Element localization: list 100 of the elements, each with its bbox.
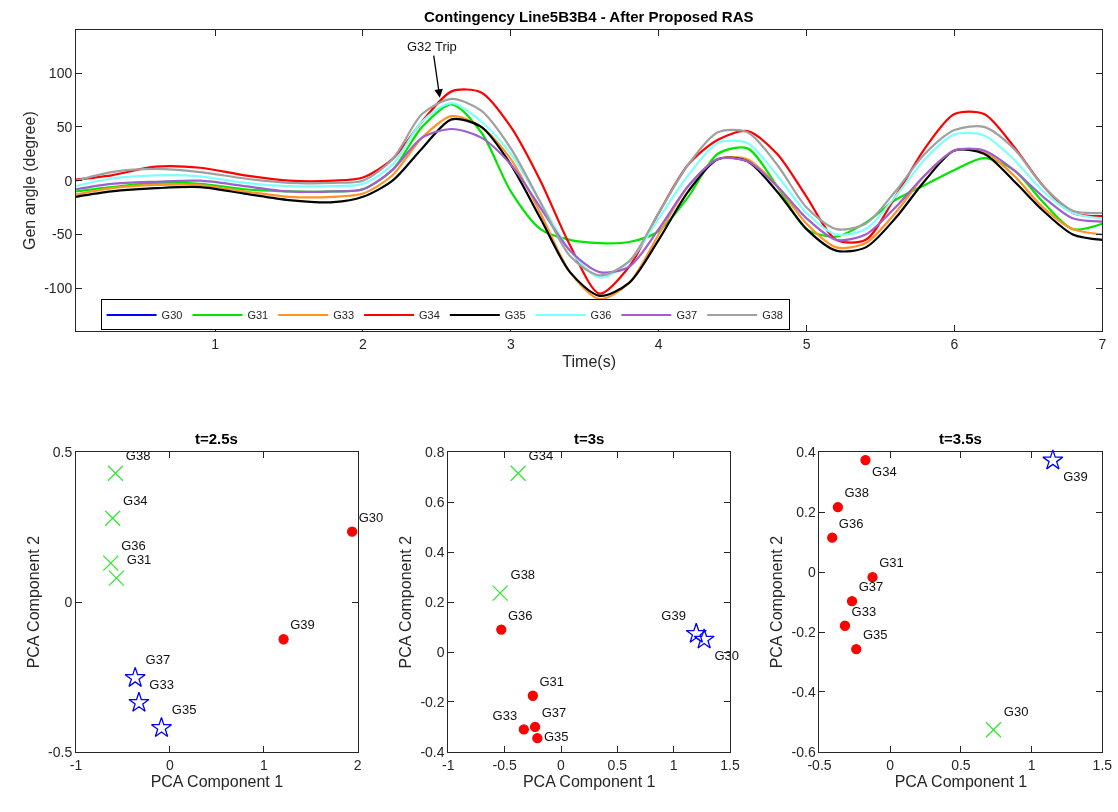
x-tick-label: 5: [802, 336, 811, 353]
point: [985, 721, 1002, 738]
point: [510, 465, 527, 482]
x-tick-label: 0.5: [607, 756, 628, 773]
data-label: G39: [290, 617, 315, 633]
legend-label: G36: [590, 309, 612, 322]
chart-title: Contingency Line5B3B4 - After Proposed RAS: [424, 8, 754, 25]
point: [102, 554, 119, 572]
y-tick-label: 0.2: [796, 504, 816, 521]
point: [527, 690, 538, 701]
y-tick-label: 100: [48, 64, 73, 81]
data-label: G35: [171, 702, 197, 718]
data-label: G38: [844, 485, 870, 501]
x-axis-title: PCA Component 1: [894, 773, 1028, 791]
y-tick-label: -0.2: [420, 693, 445, 710]
line-series: [76, 103, 1103, 245]
data-label: G37: [541, 705, 567, 721]
chart-title: t=3s: [574, 430, 605, 447]
data-label: G31: [879, 555, 904, 571]
data-label: G36: [507, 607, 533, 623]
point: [278, 634, 289, 645]
point: [124, 666, 146, 688]
y-tick-label: 0.5: [52, 444, 73, 461]
legend-label: G38: [762, 309, 783, 322]
data-label: G35: [543, 729, 569, 745]
y-tick-label: 0.4: [796, 444, 816, 461]
data-label: G39: [661, 608, 686, 624]
x-tick-label: 1.5: [720, 756, 740, 773]
x-tick-label: -1: [442, 756, 455, 773]
y-tick-label: 0: [436, 643, 445, 660]
point: [529, 721, 541, 733]
y-tick-label: -50: [51, 226, 73, 243]
y-axis-title: PCA Component 2: [25, 535, 42, 669]
y-tick-label: -0.4: [420, 743, 445, 760]
data-label: G39: [1063, 468, 1088, 484]
y-tick-label: 0: [64, 172, 73, 189]
x-tick-label: -0.5: [492, 756, 517, 773]
point: [532, 733, 543, 744]
point: [839, 620, 851, 631]
x-tick-label: 2: [359, 336, 368, 353]
point: [108, 569, 125, 587]
point: [851, 643, 862, 655]
legend-label: G37: [676, 309, 698, 322]
point: [860, 454, 871, 466]
point: [492, 584, 509, 602]
x-tick-label: 0: [886, 756, 895, 773]
line-series: [76, 127, 1103, 274]
y-tick-label: 0.4: [425, 544, 445, 561]
data-label: G31: [539, 673, 565, 689]
data-label: G34: [872, 464, 897, 480]
point: [1042, 449, 1064, 470]
data-label: G37: [858, 579, 884, 595]
point: [685, 622, 707, 643]
y-tick-label: 0.2: [425, 593, 445, 610]
x-tick-label: 3: [506, 336, 515, 353]
point: [846, 596, 858, 607]
x-tick-label: 6: [950, 336, 959, 353]
point: [827, 532, 838, 543]
x-axis-title: Time(s): [562, 352, 616, 370]
y-tick-label: 50: [56, 118, 73, 135]
y-tick-label: -100: [44, 280, 73, 297]
x-tick-label: 0: [166, 756, 175, 773]
chart-title: t=3.5s: [939, 430, 982, 447]
point: [150, 716, 173, 738]
y-tick-label: 0: [64, 593, 73, 610]
legend-label: G33: [333, 309, 355, 322]
x-axis-title: PCA Component 1: [150, 773, 284, 791]
data-label: G33: [149, 677, 174, 693]
annotation: G32 Trip: [407, 39, 457, 54]
y-axis-title: PCA Component 2: [397, 535, 415, 669]
data-label: G34: [123, 492, 148, 508]
chart-title: t=2.5s: [195, 430, 238, 447]
data-label: G33: [492, 707, 518, 723]
point: [832, 501, 844, 513]
data-label: G31: [126, 552, 152, 568]
y-tick-label: -0.2: [791, 623, 816, 640]
x-tick-label: 1: [259, 756, 268, 773]
data-label: G36: [838, 515, 864, 531]
data-label: G35: [862, 627, 888, 643]
x-tick-label: 4: [654, 336, 663, 353]
data-label: G30: [1003, 704, 1029, 720]
data-label: G33: [851, 603, 877, 619]
point: [693, 628, 715, 649]
x-tick-label: 0.5: [951, 756, 971, 773]
y-axis-title: PCA Component 2: [768, 535, 786, 669]
x-tick-label: 7: [1098, 336, 1107, 353]
point: [518, 724, 529, 735]
legend-label: G34: [419, 309, 440, 322]
y-tick-label: 0: [807, 564, 816, 581]
y-tick-label: 0.8: [425, 444, 445, 461]
data-label: G37: [145, 652, 171, 668]
point: [867, 572, 878, 583]
point: [104, 510, 121, 527]
y-tick-label: 0.6: [425, 494, 445, 511]
data-label: G36: [121, 537, 146, 553]
point: [128, 691, 150, 712]
legend-label: G35: [504, 309, 526, 322]
x-tick-label: 1: [1027, 756, 1036, 773]
data-label: G38: [510, 567, 536, 583]
legend-label: G30: [161, 309, 183, 322]
